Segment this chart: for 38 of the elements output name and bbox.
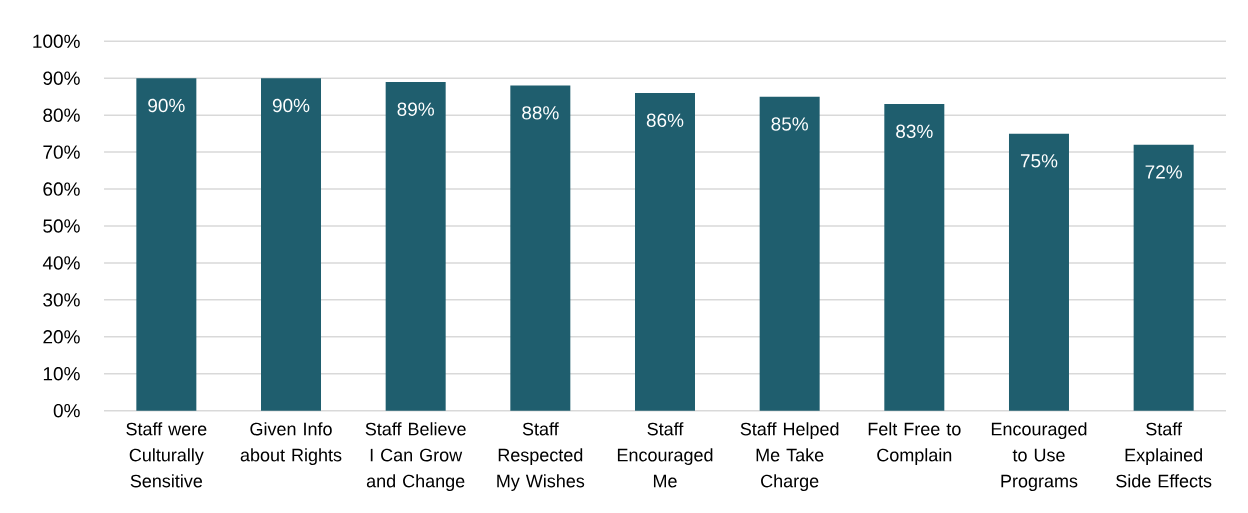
x-tick-label: Staff Respected My Wishes [497, 422, 585, 491]
data-label: 90% [148, 98, 185, 113]
bar [635, 93, 695, 411]
y-tick-label: 0% [53, 403, 80, 418]
y-tick-label: 90% [43, 71, 80, 85]
data-label: 85% [771, 117, 808, 131]
y-tick-label: 10% [43, 367, 80, 381]
bar [1008, 133, 1069, 411]
data-label: 72% [1145, 165, 1182, 179]
x-tick-label: Encouraged to Use Programs [991, 422, 1087, 491]
bar [385, 81, 446, 411]
x-tick-label: Staff Helped Me Take Charge [740, 422, 839, 491]
data-label: 83% [896, 124, 933, 139]
data-label: 89% [397, 102, 434, 116]
bar [136, 78, 197, 411]
y-tick-label: 40% [42, 256, 80, 270]
bar [884, 104, 945, 411]
bar [261, 78, 322, 411]
x-tick-label: Felt Free to Complain [868, 422, 961, 465]
y-tick-label: 20% [43, 330, 80, 344]
data-label: 90% [272, 98, 310, 113]
x-tick-label: Given Info about Rights [240, 422, 342, 465]
y-tick-label: 80% [43, 108, 80, 122]
data-label: 86% [646, 113, 684, 127]
x-tick-label: Staff were Culturally Sensitive [126, 422, 207, 488]
bar [759, 96, 820, 411]
y-tick-label: 50% [43, 219, 80, 233]
y-tick-label: 100% [33, 34, 80, 49]
x-tick-label: Staff Explained Side Effects [1116, 422, 1212, 488]
data-label: 75% [1020, 154, 1058, 168]
x-tick-label: Staff Believe I Can Grow and Change [365, 422, 466, 491]
y-tick-label: 30% [43, 293, 80, 307]
data-label: 88% [522, 106, 559, 120]
x-tick-label: Staff Encouraged Me [617, 422, 713, 488]
y-tick-label: 70% [43, 145, 80, 159]
bar [510, 85, 571, 411]
bar [1133, 144, 1194, 411]
y-tick-label: 60% [43, 182, 80, 196]
